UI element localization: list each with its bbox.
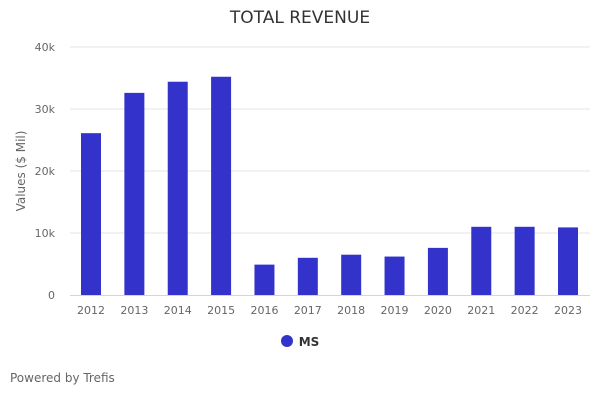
y-axis-label: Values ($ Mil): [14, 131, 28, 212]
x-tick-label: 2013: [120, 304, 148, 317]
bar-2022: [514, 226, 535, 295]
x-tick-label: 2023: [554, 304, 582, 317]
bar-2017: [297, 257, 318, 295]
bar-2018: [341, 254, 362, 295]
x-tick-label: 2014: [164, 304, 192, 317]
bar-2016: [254, 264, 275, 295]
legend-marker: [280, 335, 293, 347]
y-tick-label: 40k: [35, 41, 56, 54]
x-tick-label: 2021: [467, 304, 495, 317]
chart-title: TOTAL REVENUE: [229, 8, 371, 28]
x-tick-label: 2019: [381, 304, 409, 317]
legend-label: MS: [298, 335, 320, 349]
bar-2019: [384, 256, 405, 295]
x-tick-label: 2016: [250, 304, 278, 317]
bar-2014: [167, 81, 188, 295]
bar-2021: [471, 226, 492, 295]
x-tick-label: 2022: [511, 304, 539, 317]
y-tick-label: 20k: [35, 165, 56, 178]
x-tick-label: 2017: [294, 304, 322, 317]
y-tick-label: 10k: [35, 227, 56, 240]
y-tick-label: 0: [48, 289, 55, 302]
x-tick-label: 2018: [337, 304, 365, 317]
x-tick-label: 2012: [77, 304, 105, 317]
legend[interactable]: MS: [0, 335, 600, 349]
powered-by-credit: Powered by Trefis: [10, 371, 115, 385]
x-tick-label: 2015: [207, 304, 235, 317]
bar-2015: [211, 76, 232, 295]
bar-2023: [558, 227, 578, 295]
bar-2012: [81, 133, 101, 295]
bar-2013: [124, 92, 145, 295]
bar-2020: [427, 247, 448, 295]
y-tick-label: 30k: [35, 103, 56, 116]
x-tick-label: 2020: [424, 304, 452, 317]
